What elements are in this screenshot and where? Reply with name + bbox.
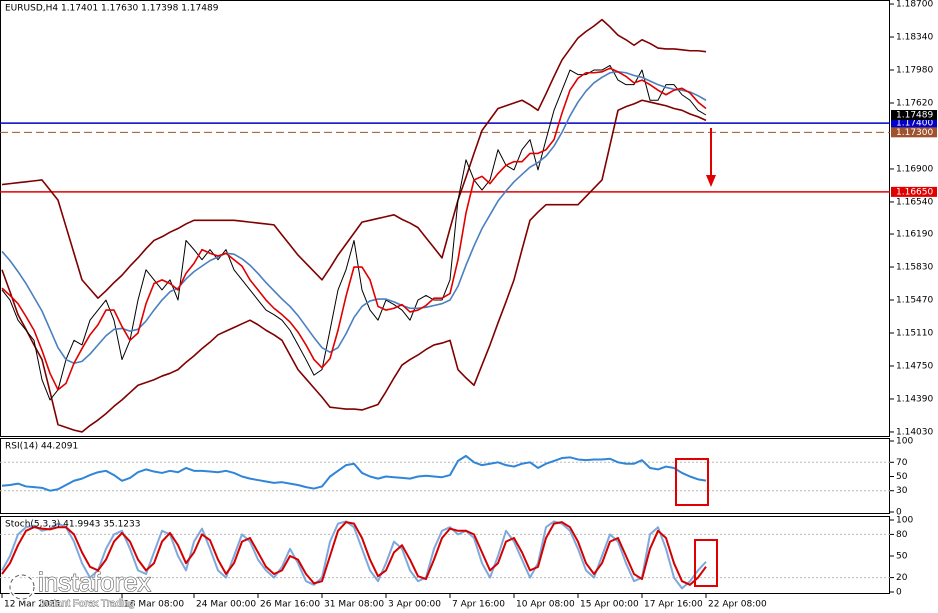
x-tick-label: 7 Apr 16:00	[452, 600, 505, 610]
series-line	[1, 521, 707, 586]
y-tick-label: 20	[896, 573, 908, 583]
level-label: 1.17400	[896, 119, 933, 129]
x-tick-label: 31 Mar 08:00	[324, 600, 384, 610]
stoch-highlight	[694, 539, 718, 587]
y-tick-label: 1.16900	[896, 164, 933, 174]
y-tick-label: 0	[896, 588, 902, 598]
series-line	[1, 71, 707, 365]
x-tick-label: 15 Apr 00:00	[580, 600, 639, 610]
y-tick-label: 1.18340	[896, 33, 933, 43]
series-line	[1, 67, 707, 391]
y-tick-label: 100	[896, 437, 913, 447]
y-tick-label: 50	[896, 552, 908, 562]
y-tick-label: 1.14030	[896, 427, 933, 437]
level-label-box	[891, 118, 937, 129]
y-tick-label: 1.14750	[896, 361, 933, 371]
y-tick-label: 1.17980	[896, 66, 933, 76]
level-label: 1.17300	[896, 128, 933, 138]
y-tick-label: 100	[896, 516, 913, 526]
watermark-logo-outline	[9, 574, 35, 600]
x-tick-label: 26 Mar 16:00	[260, 600, 320, 610]
y-tick-label: 1.17620	[896, 98, 933, 108]
y-tick-label: 0	[896, 508, 902, 518]
y-tick-label: 1.15830	[896, 263, 933, 273]
x-tick-label: 10 Apr 08:00	[516, 600, 575, 610]
watermark-tagline: Instant Forex Trading	[40, 599, 135, 610]
x-tick-label: 24 Mar 00:00	[196, 600, 256, 610]
x-tick-label: 12 Mar 2021	[4, 600, 61, 610]
y-tick-label: 1.16190	[896, 230, 933, 240]
arrow-head	[706, 175, 716, 187]
rsi-highlight	[675, 458, 709, 506]
y-tick-label: 80	[896, 530, 908, 540]
panel-frame	[0, 0, 890, 437]
panel-title: RSI(14) 44.2091	[5, 442, 78, 452]
labels: 1.18700 1.18340 1.17980 1.17620 1.16900 1.165…	[4, 0, 937, 610]
series-line	[1, 18, 707, 299]
x-tick-label: 3 Apr 00:00	[388, 600, 441, 610]
y-tick-label: 1.18700	[896, 0, 933, 10]
y-tick-label: 1.16540	[896, 197, 933, 207]
series-line	[1, 454, 707, 492]
series-line	[1, 99, 707, 433]
y-tick-label: 1.15110	[896, 328, 933, 338]
panel-title: Stoch(5,3,3) 41.9943 35.1233	[5, 520, 140, 530]
annotations	[675, 128, 718, 587]
watermark-brand: instaforex	[38, 567, 151, 597]
x-tick-label: 17 Apr 16:00	[644, 600, 703, 610]
y-tick-label: 30	[896, 486, 908, 496]
level-label-box	[891, 186, 937, 197]
x-tick-label: 18 Mar 08:00	[124, 600, 184, 610]
y-tick-label: 1.14390	[896, 394, 933, 404]
level-label: 1.16650	[896, 187, 933, 197]
series-line	[1, 520, 707, 590]
level-label-box	[891, 127, 937, 138]
marks	[0, 18, 890, 590]
y-tick-label: 50	[896, 472, 908, 482]
price-label: 1.17489	[896, 111, 933, 121]
panel-title: EURUSD,H4 1.17401 1.17630 1.17398 1.1748…	[5, 4, 219, 14]
watermark: instaforex Instant Forex Trading	[8, 566, 151, 610]
x-tick-label: 22 Apr 08:00	[708, 600, 767, 610]
price-label-box	[891, 110, 937, 120]
frames	[0, 0, 894, 598]
y-tick-label: 70	[896, 458, 908, 468]
y-tick-label: 1.15470	[896, 296, 933, 306]
